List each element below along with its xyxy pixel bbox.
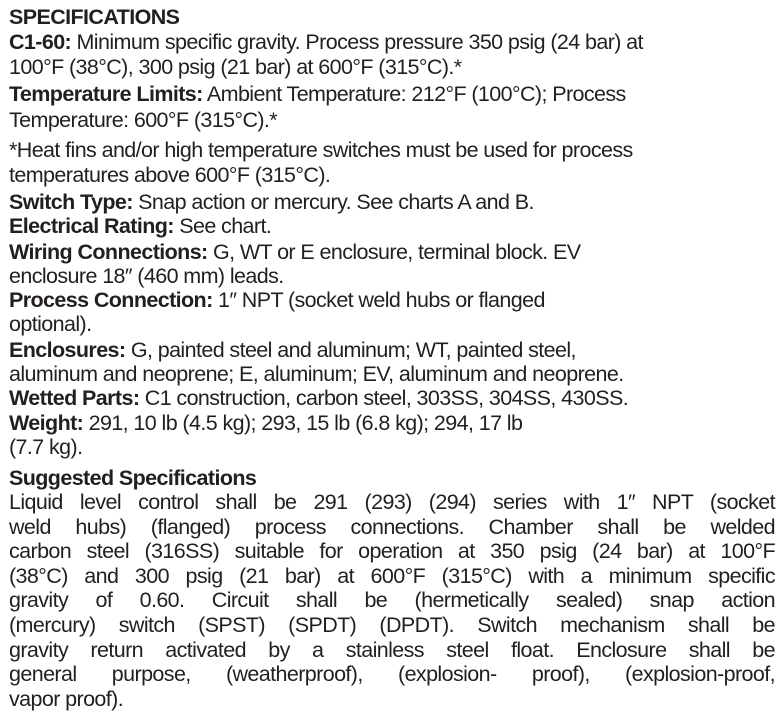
spec-label: Temperature Limits: — [9, 82, 203, 106]
spec-text: 100°F (38°C), 300 psig (21 bar) at 600°F… — [9, 55, 462, 79]
spec-text: G, painted steel and aluminum; WT, paint… — [125, 338, 577, 362]
spec-text: C1 construction, carbon steel, 303SS, 30… — [139, 386, 629, 410]
suggested-line: (38°C) and 300 psig (21 bar) at 600°F (3… — [9, 563, 776, 588]
spec-line: (7.7 kg). — [9, 435, 775, 459]
spec-line: Enclosures: G, painted steel and aluminu… — [9, 338, 775, 362]
spec-line: Process Connection: 1″ NPT (socket weld … — [9, 288, 775, 312]
suggested-line: (mercury) switch (SPST) (SPDT) (DPDT). S… — [9, 613, 776, 637]
suggested-line: weld hubs) (flanged) process connections… — [9, 514, 776, 539]
spec-text: temperatures above 600°F (315°C). — [9, 163, 331, 187]
suggested-line: Liquid level control shall be 291 (293) … — [9, 490, 776, 514]
spec-text: Temperature: 600°F (315°C).* — [9, 108, 278, 132]
spec-line: Temperature: 600°F (315°C).* — [9, 108, 775, 132]
suggested-line: vapor proof). — [9, 686, 124, 711]
spec-text: G, WT or E enclosure, terminal block. EV — [207, 240, 581, 264]
spec-line: *Heat fins and/or high temperature switc… — [9, 138, 775, 162]
spec-line: optional). — [9, 312, 775, 336]
spec-line: Wiring Connections: G, WT or E enclosure… — [9, 240, 775, 264]
specifications-heading: SPECIFICATIONS — [9, 5, 180, 29]
spec-line: aluminum and neoprene; E, aluminum; EV, … — [9, 362, 775, 386]
spec-text: Snap action or mercury. See charts A and… — [132, 190, 534, 214]
spec-line: C1-60: Minimum specific gravity. Process… — [9, 30, 775, 54]
spec-line: Electrical Rating: See chart. — [9, 214, 775, 238]
spec-line: Temperature Limits: Ambient Temperature:… — [9, 82, 775, 106]
spec-line: Weight: 291, 10 lb (4.5 kg); 293, 15 lb … — [9, 411, 775, 435]
suggested-line: gravity of 0.60. Circuit shall be (herme… — [9, 588, 776, 613]
spec-line: temperatures above 600°F (315°C). — [9, 163, 775, 187]
spec-line: Switch Type: Snap action or mercury. See… — [9, 190, 775, 214]
spec-text: enclosure 18″ (460 mm) leads. — [9, 264, 284, 288]
spec-label: Wiring Connections: — [9, 240, 208, 264]
spec-label: Process Connection: — [9, 288, 213, 312]
spec-text: 291, 10 lb (4.5 kg); 293, 15 lb (6.8 kg)… — [83, 411, 523, 435]
spec-label: Enclosures: — [9, 338, 126, 362]
suggested-line: carbon steel (316SS) suitable for operat… — [9, 539, 776, 564]
spec-text: 1″ NPT (socket weld hubs or flanged — [212, 288, 545, 312]
spec-text: aluminum and neoprene; E, aluminum; EV, … — [9, 362, 624, 386]
spec-label: Switch Type: — [9, 190, 133, 214]
spec-text: *Heat fins and/or high temperature switc… — [9, 138, 633, 162]
spec-label: Electrical Rating: — [9, 214, 174, 238]
spec-text: Minimum specific gravity. Process pressu… — [71, 30, 643, 54]
spec-line: Wetted Parts: C1 construction, carbon st… — [9, 386, 775, 410]
spec-label: Wetted Parts: — [9, 386, 140, 410]
spec-label: Weight: — [9, 411, 84, 435]
spec-line: 100°F (38°C), 300 psig (21 bar) at 600°F… — [9, 55, 775, 79]
spec-line: enclosure 18″ (460 mm) leads. — [9, 264, 775, 288]
spec-text: See chart. — [173, 214, 272, 238]
spec-text: (7.7 kg). — [9, 435, 83, 459]
suggested-line: gravity return activated by a stainless … — [9, 637, 776, 662]
suggested-line: general purpose, (weatherproof), (explos… — [9, 662, 776, 687]
spec-text: Ambient Temperature: 212°F (100°C); Proc… — [202, 82, 626, 106]
suggested-specifications-heading: Suggested Specifications — [9, 466, 257, 490]
spec-label: C1-60: — [9, 30, 72, 54]
spec-text: optional). — [9, 312, 92, 336]
